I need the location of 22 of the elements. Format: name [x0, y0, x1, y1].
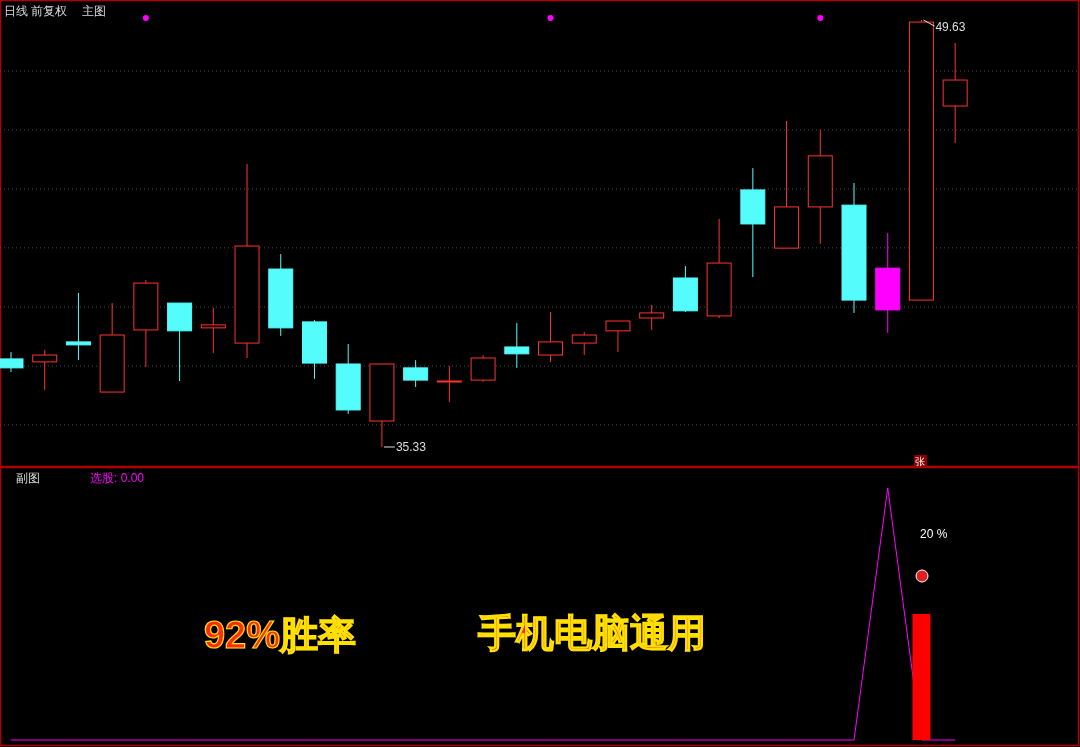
- candlestick: [436, 365, 462, 403]
- annotation: 92%胜率: [203, 614, 357, 656]
- candlestick: [639, 304, 665, 331]
- candlestick: [571, 331, 597, 356]
- candlestick: [538, 311, 564, 363]
- chart-title: 日线 前复权: [4, 4, 68, 18]
- annotation: 49.63: [935, 20, 966, 35]
- chart-subtitle: 主图: [82, 4, 106, 18]
- candlestick: [470, 354, 496, 383]
- candlestick: [65, 292, 91, 361]
- candlestick: [504, 322, 530, 369]
- candlestick: [403, 359, 429, 388]
- annotation: 张: [915, 456, 925, 467]
- candlestick: [0, 351, 24, 373]
- candlestick: [200, 307, 226, 354]
- chart-subtitle: 选股: 0.00: [90, 471, 145, 485]
- annotation: 手机电脑通用: [478, 612, 706, 654]
- candlestick: [605, 320, 631, 353]
- chart-title: 副图: [16, 471, 40, 485]
- annotation: 35.33: [395, 439, 427, 454]
- candlestick: [32, 349, 58, 391]
- annotation: 20 %: [920, 527, 948, 541]
